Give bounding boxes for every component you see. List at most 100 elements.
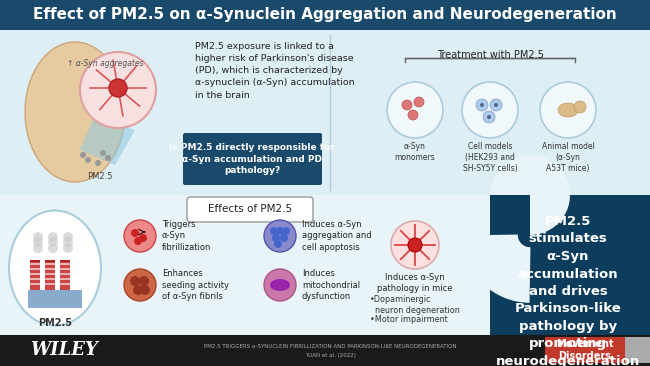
Polygon shape	[60, 283, 70, 285]
Polygon shape	[60, 260, 70, 262]
Circle shape	[33, 243, 43, 253]
Circle shape	[483, 111, 495, 123]
Circle shape	[264, 269, 296, 301]
Circle shape	[48, 237, 58, 247]
Text: Treatment with PM2.5: Treatment with PM2.5	[437, 50, 543, 60]
Circle shape	[63, 237, 73, 247]
FancyBboxPatch shape	[0, 30, 650, 195]
Polygon shape	[45, 278, 55, 280]
Polygon shape	[30, 263, 40, 265]
Circle shape	[109, 79, 127, 97]
Text: Movement
Disorders: Movement Disorders	[556, 339, 614, 361]
Text: PM2.5 TRIGGERS α-SYNUCLEIN FIBRILLIZATION AND PARKINSON-LIKE NEURODEGENERATION: PM2.5 TRIGGERS α-SYNUCLEIN FIBRILLIZATIO…	[203, 344, 456, 348]
Text: Effect of PM2.5 on α-Synuclein Aggregation and Neurodegeneration: Effect of PM2.5 on α-Synuclein Aggregati…	[33, 7, 617, 22]
Circle shape	[63, 243, 73, 253]
Circle shape	[124, 269, 156, 301]
FancyBboxPatch shape	[187, 197, 313, 222]
Ellipse shape	[558, 103, 578, 117]
Ellipse shape	[25, 42, 125, 182]
Circle shape	[490, 99, 502, 111]
Circle shape	[476, 99, 488, 111]
Text: PM2.5 exposure is linked to a
higher risk of Parkinson's disease
(PD), which is : PM2.5 exposure is linked to a higher ris…	[195, 42, 355, 100]
Polygon shape	[45, 260, 55, 262]
Circle shape	[414, 97, 424, 107]
Text: PM2.5: PM2.5	[87, 172, 112, 181]
Circle shape	[63, 232, 73, 242]
Text: PM2.5
stimulates
α-Syn
accumulation
and drives
Parkinson-like
pathology by
promo: PM2.5 stimulates α-Syn accumulation and …	[496, 215, 640, 366]
Circle shape	[480, 103, 484, 107]
Polygon shape	[45, 268, 55, 270]
Polygon shape	[45, 283, 55, 285]
Text: Animal model
(α-Syn
A53T mice): Animal model (α-Syn A53T mice)	[541, 142, 595, 173]
Circle shape	[402, 100, 412, 110]
Circle shape	[139, 276, 149, 286]
Polygon shape	[45, 273, 55, 275]
Circle shape	[391, 221, 439, 269]
Ellipse shape	[9, 210, 101, 325]
Circle shape	[270, 227, 278, 235]
Circle shape	[134, 237, 142, 245]
Circle shape	[131, 229, 139, 237]
Text: Triggers
α-Syn
fibrillization: Triggers α-Syn fibrillization	[162, 220, 211, 251]
Circle shape	[408, 110, 418, 120]
Text: Induces α-Syn
pathology in mice: Induces α-Syn pathology in mice	[377, 273, 453, 294]
Polygon shape	[30, 260, 40, 262]
Text: α-Syn
monomers: α-Syn monomers	[395, 142, 436, 162]
Circle shape	[95, 160, 101, 166]
Circle shape	[80, 152, 86, 158]
Circle shape	[139, 234, 147, 242]
Circle shape	[133, 285, 143, 295]
Polygon shape	[60, 260, 70, 290]
Circle shape	[33, 232, 43, 242]
Circle shape	[85, 157, 91, 163]
Ellipse shape	[270, 279, 290, 291]
Text: Enhances
seeding activity
of α-Syn fibrils: Enhances seeding activity of α-Syn fibri…	[162, 269, 229, 300]
Circle shape	[574, 101, 586, 113]
Text: Is PM2.5 directly responsible for
α-Syn accumulation and PD
pathology?: Is PM2.5 directly responsible for α-Syn …	[169, 143, 335, 175]
Circle shape	[48, 243, 58, 253]
Polygon shape	[60, 273, 70, 275]
Circle shape	[276, 227, 284, 235]
Circle shape	[282, 227, 290, 235]
FancyBboxPatch shape	[0, 0, 650, 30]
Polygon shape	[30, 260, 40, 290]
Polygon shape	[28, 290, 82, 308]
Circle shape	[540, 82, 596, 138]
Text: WILEY: WILEY	[30, 341, 98, 359]
Text: •Dopaminergic
  neuron degeneration: •Dopaminergic neuron degeneration	[370, 295, 460, 315]
Circle shape	[140, 285, 150, 295]
Text: Induces
mitochondrial
dysfunction: Induces mitochondrial dysfunction	[302, 269, 360, 300]
Circle shape	[487, 115, 491, 119]
Circle shape	[124, 220, 156, 252]
Circle shape	[490, 155, 570, 235]
Circle shape	[80, 52, 156, 128]
Circle shape	[48, 232, 58, 242]
FancyBboxPatch shape	[0, 335, 650, 366]
Circle shape	[264, 220, 296, 252]
FancyBboxPatch shape	[183, 133, 322, 185]
Polygon shape	[30, 283, 40, 285]
Polygon shape	[60, 263, 70, 265]
Polygon shape	[30, 268, 40, 270]
Circle shape	[462, 82, 518, 138]
FancyBboxPatch shape	[490, 195, 650, 335]
Polygon shape	[45, 263, 55, 265]
Circle shape	[100, 150, 106, 156]
Polygon shape	[30, 278, 40, 280]
Text: YUAN et al. (2022): YUAN et al. (2022)	[305, 354, 356, 359]
Circle shape	[274, 240, 282, 248]
Text: Induces α-Syn
aggregation and
cell apoptosis: Induces α-Syn aggregation and cell apopt…	[302, 220, 372, 251]
FancyBboxPatch shape	[0, 195, 490, 335]
Circle shape	[272, 234, 280, 242]
Circle shape	[387, 82, 443, 138]
Polygon shape	[30, 273, 40, 275]
Polygon shape	[60, 278, 70, 280]
Circle shape	[408, 238, 422, 252]
Polygon shape	[80, 115, 135, 165]
Circle shape	[130, 276, 140, 286]
Circle shape	[280, 234, 288, 242]
Text: ↑ α-Syn aggregates: ↑ α-Syn aggregates	[67, 59, 143, 68]
Polygon shape	[60, 268, 70, 270]
Text: Effects of PM2.5: Effects of PM2.5	[208, 204, 292, 214]
FancyBboxPatch shape	[545, 337, 625, 363]
